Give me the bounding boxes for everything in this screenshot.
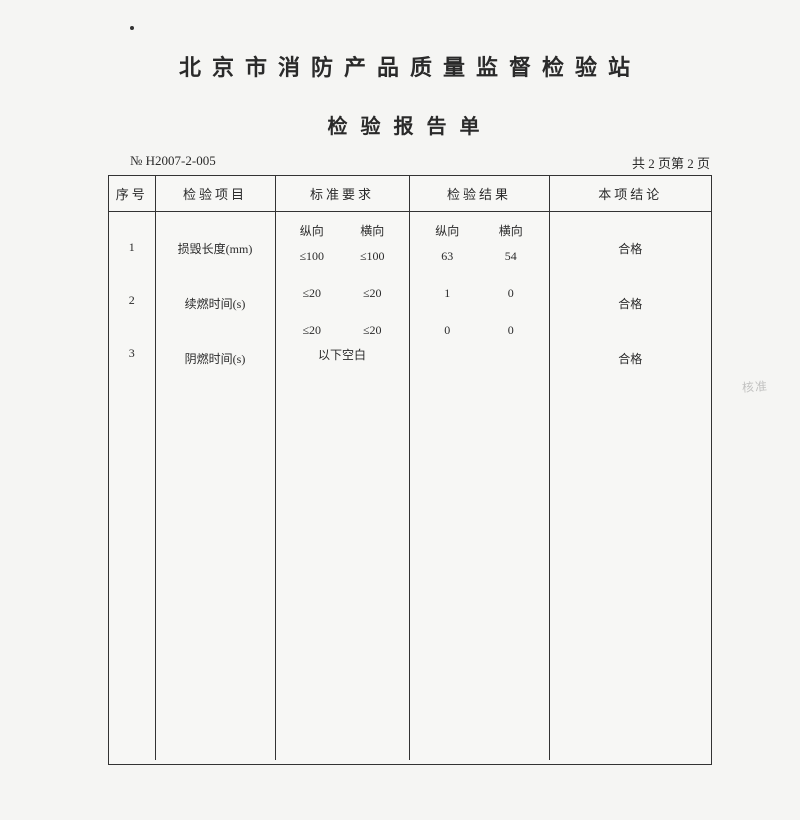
- seq-3: 3: [109, 326, 155, 365]
- col-conclusion: 本项结论: [549, 176, 711, 212]
- req-row-1: ≤100 ≤100: [276, 245, 409, 268]
- res-2-t: 0: [508, 286, 514, 301]
- req-sh-l: 纵向: [300, 222, 324, 239]
- conc-3: 合格: [550, 330, 712, 371]
- col-result: 检验结果: [409, 176, 549, 212]
- req-sh-t: 横向: [360, 222, 384, 239]
- meta-row: № H2007-2-005 共 2 页第 2 页: [100, 153, 720, 172]
- col-seq: 序号: [109, 176, 155, 212]
- document-page: 北京市消防产品质量监督检验站 检验报告单 № H2007-2-005 共 2 页…: [0, 0, 800, 820]
- res-3-t: 0: [508, 323, 514, 338]
- table-header-row: 序号 检验项目 标准要求 检验结果 本项结论: [109, 176, 711, 212]
- report-table: 序号 检验项目 标准要求 检验结果 本项结论 1 2 3: [108, 175, 712, 765]
- below-blank: 以下空白: [276, 346, 409, 363]
- req-1-l: ≤100: [299, 249, 324, 264]
- result-column-body: 纵向 横向 63 54 1 0: [410, 212, 549, 356]
- col-requirement: 标准要求: [275, 176, 409, 212]
- res-1-t: 54: [505, 249, 517, 264]
- req-2-t: ≤20: [363, 286, 382, 301]
- req-subheader: 纵向 横向: [276, 220, 409, 245]
- table-body-row: 1 2 3 损毁长度(mm) 续燃时间(s) 阴燃时间(s): [109, 212, 711, 760]
- res-row-3: 0 0: [410, 319, 549, 342]
- conclusion-column-body: 合格 合格 合格: [550, 212, 712, 385]
- res-2-l: 1: [444, 286, 450, 301]
- req-2-l: ≤20: [302, 286, 321, 301]
- stamp-mark: 核准: [742, 379, 769, 395]
- doc-number: № H2007-2-005: [130, 153, 216, 172]
- doc-number-value: H2007-2-005: [146, 153, 216, 168]
- req-row-3: ≤20 ≤20: [276, 319, 409, 342]
- res-row-1: 63 54: [410, 245, 549, 268]
- res-sh-t: 横向: [499, 222, 523, 239]
- req-1-t: ≤100: [360, 249, 385, 264]
- report-title: 检验报告单: [100, 110, 720, 139]
- seq-2: 2: [109, 273, 155, 312]
- req-3-t: ≤20: [363, 323, 382, 338]
- org-title: 北京市消防产品质量监督检验站: [100, 50, 720, 82]
- item-column-body: 损毁长度(mm) 续燃时间(s) 阴燃时间(s): [156, 212, 275, 385]
- req-row-2: ≤20 ≤20: [276, 282, 409, 305]
- doc-number-symbol: №: [130, 153, 142, 168]
- res-subheader: 纵向 横向: [410, 220, 549, 245]
- seq-1: 1: [109, 220, 155, 259]
- item-2: 续燃时间(s): [156, 275, 275, 316]
- res-sh-l: 纵向: [435, 222, 459, 239]
- item-1: 损毁长度(mm): [156, 220, 275, 261]
- req-3-l: ≤20: [302, 323, 321, 338]
- res-3-l: 0: [444, 323, 450, 338]
- stamp-text: 核准: [742, 379, 769, 395]
- conc-2: 合格: [550, 275, 712, 316]
- artifact-dot: [130, 26, 134, 30]
- col-item: 检验项目: [155, 176, 275, 212]
- res-1-l: 63: [441, 249, 453, 264]
- res-row-2: 1 0: [410, 282, 549, 305]
- req-column-body: 纵向 横向 ≤100 ≤100 ≤20 ≤20: [276, 212, 409, 363]
- conc-1: 合格: [550, 220, 712, 261]
- item-3: 阴燃时间(s): [156, 330, 275, 371]
- page-info: 共 2 页第 2 页: [632, 153, 710, 172]
- seq-column-body: 1 2 3: [109, 212, 155, 379]
